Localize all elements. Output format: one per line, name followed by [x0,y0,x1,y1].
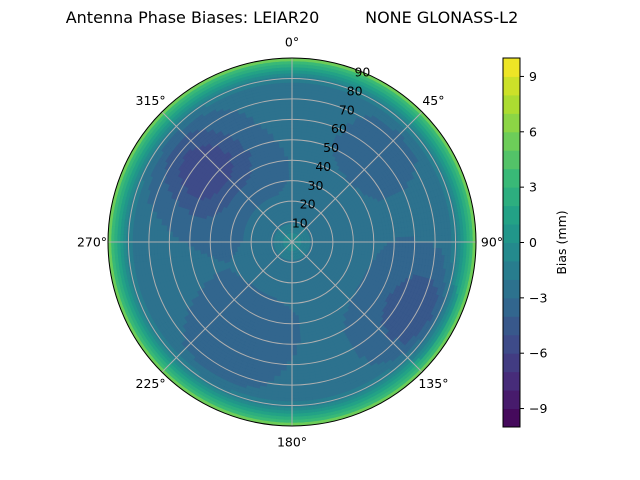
chart-title: Antenna Phase Biases: LEIAR20 NONE GLONA… [66,8,519,27]
bias-heatmap [108,58,476,426]
